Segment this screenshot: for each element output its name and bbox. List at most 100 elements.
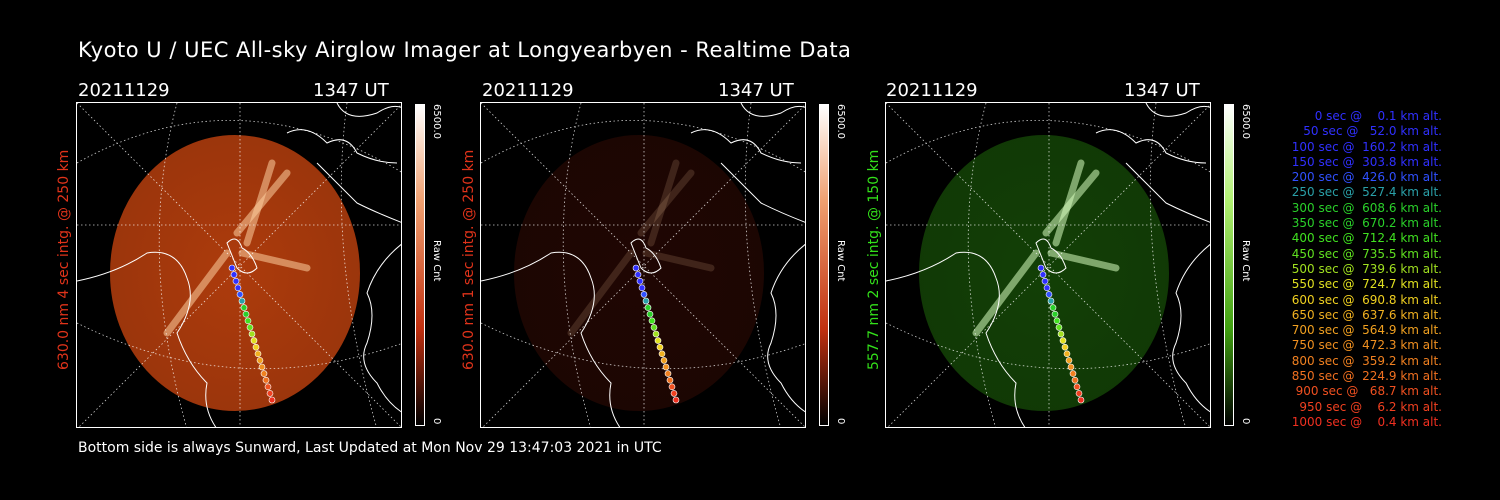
trajectory-point <box>260 370 268 377</box>
panel-3-colorbar-min: 0 <box>1240 418 1251 425</box>
trajectory-point <box>666 376 674 384</box>
panel-1-image <box>76 102 402 428</box>
trajectory-point <box>242 310 250 318</box>
legend-row: 450 sec @ 735.5 km alt. <box>1291 246 1442 261</box>
trajectory-point <box>1055 324 1063 331</box>
panel-2-colorbar-unit: Raw Cnt <box>835 240 846 282</box>
legend-row: 100 sec @ 160.2 km alt. <box>1291 139 1442 154</box>
aurora-streak <box>567 249 635 337</box>
aurora-streak <box>163 249 231 337</box>
trajectory-point <box>246 324 254 331</box>
trajectory-point <box>638 284 646 292</box>
trajectory-point <box>1053 317 1061 325</box>
panel-1-svg <box>77 103 401 427</box>
trajectory-point <box>1067 363 1075 371</box>
latitude-longitude-grid <box>481 103 805 427</box>
trajectory-point <box>1061 343 1069 351</box>
panel-2-colorbar-min: 0 <box>835 418 846 425</box>
page-title: Kyoto U / UEC All-sky Airglow Imager at … <box>78 38 852 62</box>
trajectory-point <box>244 317 252 325</box>
trajectory-point <box>642 297 650 305</box>
panel-2-date: 20211129 <box>482 80 574 101</box>
trajectory-point <box>252 343 260 351</box>
panel-3-image <box>885 102 1211 428</box>
legend-row: 600 sec @ 690.8 km alt. <box>1291 292 1442 307</box>
trajectory-point <box>656 343 664 351</box>
trajectory-point <box>636 277 644 285</box>
panel-1-colorbar-min: 0 <box>431 418 442 425</box>
trajectory-point <box>1069 370 1077 377</box>
panel-2-colorbar-max: 6500.0 <box>835 104 846 139</box>
panel-1-colorbar <box>415 104 425 426</box>
trajectory-point <box>1057 330 1065 338</box>
trajectory-point <box>1037 264 1045 272</box>
legend-row: 650 sec @ 637.6 km alt. <box>1291 307 1442 322</box>
aurora-streak <box>637 169 695 237</box>
trajectory-point <box>1041 277 1049 285</box>
trajectory-point <box>250 337 258 344</box>
trajectory-point <box>256 357 264 364</box>
trajectory-point <box>1043 284 1051 292</box>
trajectory-point <box>640 291 648 298</box>
trajectory-point <box>646 310 654 318</box>
trajectory-point <box>1051 310 1059 318</box>
trajectory-point <box>258 363 266 371</box>
legend-row: 900 sec @ 68.7 km alt. <box>1295 384 1442 399</box>
panel-1-time: 1347 UT <box>313 80 389 101</box>
trajectory-point <box>240 304 248 311</box>
legend-row: 800 sec @ 359.2 km alt. <box>1291 353 1442 368</box>
trajectory-point <box>1039 271 1047 278</box>
trajectory-point <box>1049 304 1057 311</box>
trajectory-point <box>230 271 238 278</box>
trajectory-point <box>1075 390 1083 397</box>
trajectory-point <box>668 383 676 391</box>
trajectory-point <box>1047 297 1055 305</box>
trajectory-point <box>634 271 642 278</box>
aurora-streak <box>647 159 680 247</box>
panel-1-colorbar-unit: Raw Cnt <box>431 240 442 282</box>
trajectory-point <box>248 330 256 338</box>
coastline-map <box>481 103 805 427</box>
trajectory-point <box>1065 357 1073 364</box>
trajectory-point <box>1077 396 1085 404</box>
legend-row: 300 sec @ 608.6 km alt. <box>1291 200 1442 215</box>
aurora-streak <box>243 159 276 247</box>
footer-note: Bottom side is always Sunward, Last Upda… <box>78 440 662 456</box>
panel-3-svg <box>886 103 1210 427</box>
legend-row: 550 sec @ 724.7 km alt. <box>1291 277 1442 292</box>
aurora-streak <box>238 249 311 272</box>
trajectory-point <box>664 370 672 377</box>
trajectory-point <box>238 297 246 305</box>
trajectory-point <box>660 357 668 364</box>
aurora-streak <box>1047 249 1120 272</box>
panel-3-colorbar <box>1224 104 1234 426</box>
panel-2-time: 1347 UT <box>718 80 794 101</box>
latitude-longitude-grid <box>886 103 1210 427</box>
trajectory-point <box>1059 337 1067 344</box>
legend-row: 250 sec @ 527.4 km alt. <box>1291 185 1442 200</box>
legend-row: 950 sec @ 6.2 km alt. <box>1299 399 1442 414</box>
trajectory-point <box>658 350 666 358</box>
panel-3-time: 1347 UT <box>1124 80 1200 101</box>
latitude-longitude-grid <box>77 103 401 427</box>
legend-row: 50 sec @ 52.0 km alt. <box>1303 124 1442 139</box>
legend-row: 400 sec @ 712.4 km alt. <box>1291 231 1442 246</box>
trajectory-point <box>268 396 276 404</box>
panel-3-colorbar-max: 6500.0 <box>1240 104 1251 139</box>
legend-row: 850 sec @ 224.9 km alt. <box>1291 369 1442 384</box>
aurora-streak <box>642 249 715 272</box>
legend-row: 200 sec @ 426.0 km alt. <box>1291 170 1442 185</box>
panel-3-colorbar-unit: Raw Cnt <box>1240 240 1251 282</box>
trajectory-point <box>654 337 662 344</box>
legend-row: 1000 sec @ 0.4 km alt. <box>1291 414 1442 429</box>
trajectory-point <box>264 383 272 391</box>
panel-1-date: 20211129 <box>78 80 170 101</box>
trajectory-point <box>1063 350 1071 358</box>
trajectory-point <box>648 317 656 325</box>
trajectory-point <box>262 376 270 384</box>
legend-row: 0 sec @ 0.1 km alt. <box>1314 109 1442 123</box>
panel-2-svg <box>481 103 805 427</box>
trajectory-point <box>644 304 652 311</box>
trajectory-legend: 0 sec @ 0.1 km alt. 50 sec @ 52.0 km alt.… <box>1262 109 1442 430</box>
trajectory-point <box>232 277 240 285</box>
